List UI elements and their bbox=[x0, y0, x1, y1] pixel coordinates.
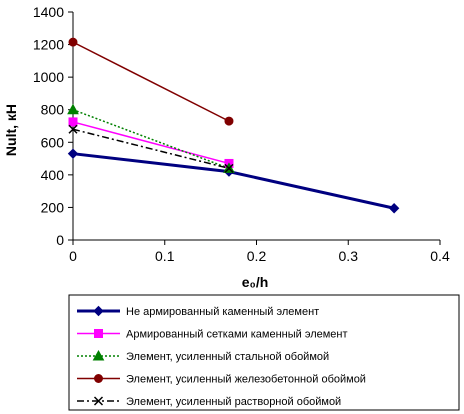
legend-item-5: Элемент, усиленный растворной обоймой bbox=[77, 396, 341, 408]
legend-marker bbox=[94, 329, 103, 338]
legend-marker bbox=[93, 305, 104, 317]
series-line bbox=[72, 128, 230, 170]
y-tick-label: 1200 bbox=[33, 37, 64, 53]
y-tick-label: 200 bbox=[41, 199, 65, 215]
legend-item-3: Элемент, усиленный стальной обоймой bbox=[77, 349, 329, 363]
series-line bbox=[72, 41, 230, 122]
y-tick-label: 1400 bbox=[33, 4, 64, 20]
series-4 bbox=[68, 37, 234, 126]
data-point bbox=[67, 103, 79, 115]
chart-legend: Не армированный каменный элемент Армирова… bbox=[68, 294, 460, 411]
legend-marker bbox=[93, 396, 104, 406]
y-tick-label: 600 bbox=[41, 134, 65, 150]
legend-label: Элемент, усиленный железобетонной обоймо… bbox=[126, 374, 366, 386]
legend-marker bbox=[94, 374, 103, 383]
y-tick-label: 800 bbox=[41, 102, 65, 118]
data-point bbox=[68, 117, 78, 127]
series-5 bbox=[68, 124, 234, 173]
legend-marker bbox=[92, 349, 105, 361]
legend-label: Элемент, усиленный стальной обоймой bbox=[126, 351, 329, 363]
x-tick-label: 0.4 bbox=[430, 248, 450, 264]
x-tick-label: 0.1 bbox=[155, 248, 175, 264]
x-tick-label: 0.2 bbox=[247, 248, 267, 264]
legend-label: Армированный сетками каменный элемент bbox=[126, 329, 348, 341]
x-tick-label: 0.3 bbox=[339, 248, 359, 264]
legend-item-4: Элемент, усиленный железобетонной обоймо… bbox=[77, 374, 366, 386]
data-point bbox=[224, 163, 234, 173]
legend-label: Элемент, усиленный растворной обоймой bbox=[126, 396, 341, 408]
legend-item-1: Не армированный каменный элемент bbox=[77, 305, 319, 318]
series-line bbox=[72, 121, 230, 165]
legend-label: Не армированный каменный элемент bbox=[126, 306, 319, 318]
data-point bbox=[68, 37, 78, 47]
data-point bbox=[388, 203, 400, 214]
y-tick-label: 0 bbox=[56, 232, 64, 248]
chart-axes: 0 200 400 600 800 1000 1200 1400 0 0.1 0.2 0.3 0.4 bbox=[33, 4, 450, 264]
y-tick-label: 400 bbox=[41, 167, 65, 183]
data-point bbox=[224, 116, 234, 126]
chart-series bbox=[67, 37, 400, 214]
y-tick-label: 1000 bbox=[33, 69, 64, 85]
legend-item-2: Армированный сетками каменный элемент bbox=[77, 329, 348, 341]
x-axis-title: e₀/h bbox=[242, 274, 269, 290]
x-tick-label: 0 bbox=[69, 248, 77, 264]
data-point bbox=[67, 148, 79, 159]
y-axis-title: Nult, кН bbox=[3, 104, 19, 156]
data-point bbox=[68, 124, 78, 134]
legend-box bbox=[68, 294, 460, 411]
